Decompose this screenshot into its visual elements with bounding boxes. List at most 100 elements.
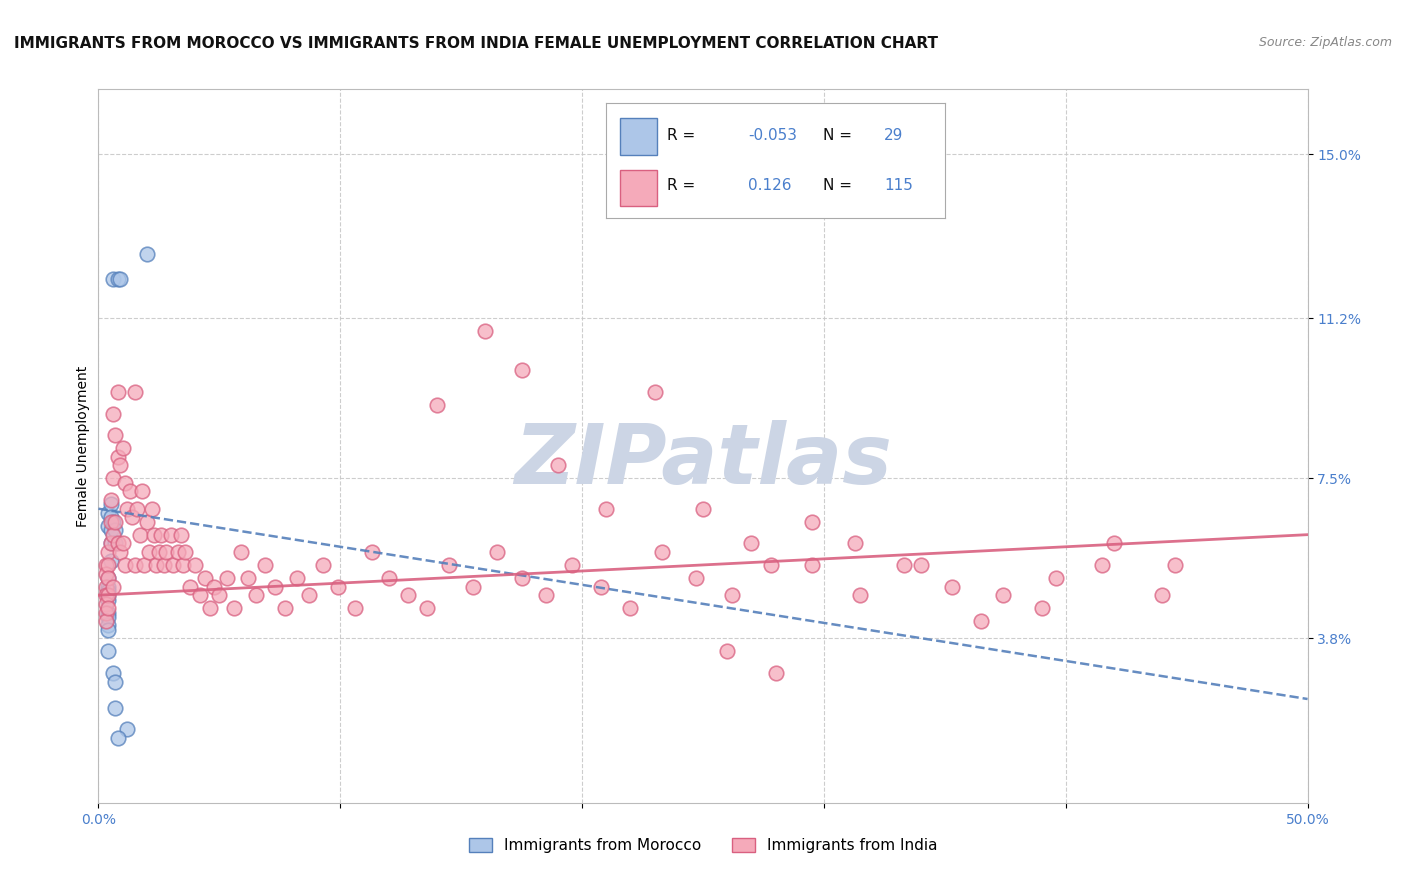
Point — [685, 571, 707, 585]
Point — [101, 580, 124, 594]
Point — [100, 524, 122, 538]
Point — [360, 545, 382, 559]
Point — [160, 527, 183, 541]
Point — [97, 506, 120, 520]
Point — [97, 519, 120, 533]
Point — [101, 666, 124, 681]
Point — [591, 580, 613, 594]
Point — [377, 571, 399, 585]
Point — [245, 588, 267, 602]
Point — [97, 571, 120, 585]
Point — [1045, 571, 1067, 585]
Point — [94, 606, 117, 620]
Point — [167, 545, 190, 559]
Point — [595, 501, 617, 516]
Point — [463, 580, 485, 594]
Point — [510, 363, 533, 377]
Point — [204, 580, 226, 594]
Point — [124, 558, 146, 572]
Point — [121, 510, 143, 524]
Point — [941, 580, 963, 594]
Point — [169, 527, 191, 541]
Point — [131, 484, 153, 499]
Point — [1102, 536, 1125, 550]
Point — [970, 614, 993, 628]
Point — [104, 428, 127, 442]
Point — [94, 588, 117, 602]
Point — [134, 558, 156, 572]
Point — [651, 545, 673, 559]
Point — [94, 566, 117, 581]
Point — [97, 558, 120, 572]
Point — [991, 588, 1014, 602]
Text: IMMIGRANTS FROM MOROCCO VS IMMIGRANTS FROM INDIA FEMALE UNEMPLOYMENT CORRELATION: IMMIGRANTS FROM MOROCCO VS IMMIGRANTS FR… — [14, 36, 938, 51]
Point — [108, 458, 131, 473]
Point — [97, 545, 120, 559]
Point — [100, 536, 122, 550]
Legend: Immigrants from Morocco, Immigrants from India: Immigrants from Morocco, Immigrants from… — [463, 832, 943, 859]
Point — [844, 536, 866, 550]
Point — [155, 545, 177, 559]
Point — [800, 558, 823, 572]
Point — [849, 588, 872, 602]
Y-axis label: Female Unemployment: Female Unemployment — [76, 366, 90, 526]
Point — [893, 558, 915, 572]
Point — [97, 571, 120, 585]
Point — [172, 558, 194, 572]
Point — [94, 558, 117, 572]
Point — [107, 450, 129, 464]
Point — [114, 475, 136, 490]
Point — [100, 493, 122, 508]
Point — [97, 618, 120, 632]
Point — [1163, 558, 1185, 572]
Point — [312, 558, 335, 572]
Point — [100, 553, 122, 567]
Point — [426, 398, 449, 412]
Point — [184, 558, 207, 572]
Point — [229, 545, 252, 559]
Point — [534, 588, 557, 602]
Point — [127, 501, 149, 516]
Point — [107, 272, 129, 286]
Point — [111, 441, 134, 455]
Point — [135, 515, 157, 529]
Point — [765, 666, 787, 681]
Point — [128, 527, 150, 541]
Point — [97, 583, 120, 598]
Point — [101, 272, 124, 286]
Point — [486, 545, 509, 559]
Text: ZIPatlas: ZIPatlas — [515, 420, 891, 500]
Point — [97, 588, 120, 602]
Point — [152, 558, 174, 572]
Point — [326, 580, 349, 594]
Point — [118, 484, 141, 499]
Point — [721, 588, 744, 602]
Point — [285, 571, 308, 585]
Point — [143, 527, 166, 541]
Point — [179, 580, 201, 594]
Point — [740, 536, 762, 550]
Point — [264, 580, 287, 594]
Point — [97, 588, 120, 602]
Point — [162, 558, 184, 572]
Point — [100, 536, 122, 550]
Point — [222, 601, 245, 615]
Point — [97, 606, 120, 620]
Point — [194, 571, 217, 585]
Point — [97, 623, 120, 637]
Point — [510, 571, 533, 585]
Point — [104, 536, 127, 550]
Point — [148, 545, 170, 559]
Point — [100, 497, 122, 511]
Point — [107, 536, 129, 550]
Point — [104, 674, 127, 689]
Point — [104, 515, 127, 529]
Point — [174, 545, 197, 559]
Point — [97, 592, 120, 607]
Point — [117, 501, 139, 516]
Point — [1031, 601, 1053, 615]
Point — [94, 580, 117, 594]
Point — [1152, 588, 1174, 602]
Point — [94, 614, 117, 628]
Point — [396, 588, 419, 602]
